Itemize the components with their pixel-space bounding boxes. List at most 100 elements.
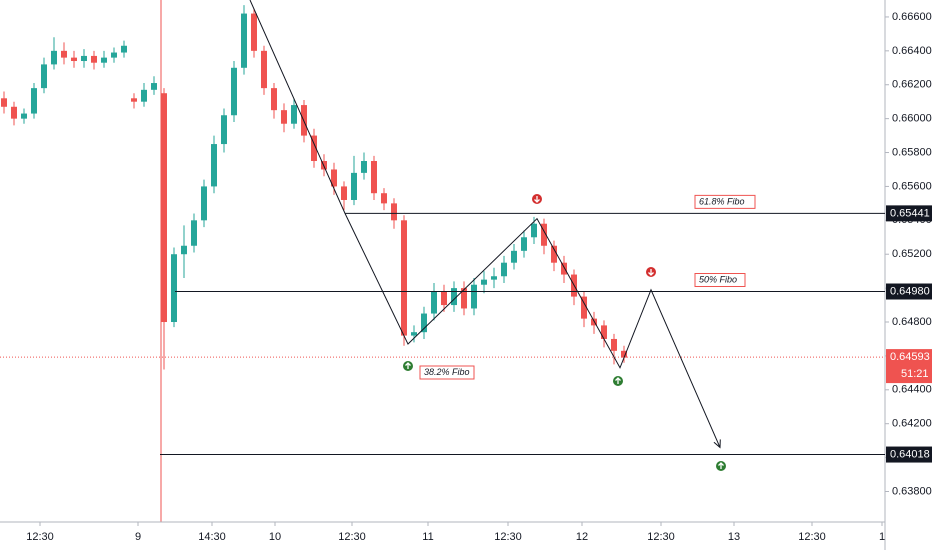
candle-body: [511, 250, 517, 263]
x-tick-label: 12:30: [26, 531, 54, 543]
fibo-label: 38.2% Fibo: [424, 367, 470, 377]
candle-body: [71, 57, 77, 62]
candle-body: [331, 169, 337, 187]
y-tick-label: 0.65800: [892, 146, 932, 158]
candle-body: [291, 105, 297, 124]
candle-body: [501, 262, 507, 277]
candle-body: [351, 172, 357, 200]
candle-body: [151, 83, 157, 90]
candle-body: [341, 186, 347, 200]
candle-body: [131, 98, 137, 102]
candle-body: [111, 52, 117, 58]
level-price-label: 0.64980: [890, 285, 930, 297]
y-tick-label: 0.65600: [892, 180, 932, 192]
candle-body: [261, 50, 267, 89]
y-tick-label: 0.64800: [892, 316, 932, 328]
y-tick-label: 0.64200: [892, 418, 932, 430]
x-tick-label: 13: [728, 531, 740, 543]
x-tick-label: 12:30: [338, 531, 366, 543]
candle-body: [221, 115, 227, 145]
x-tick-label: 14:30: [198, 531, 226, 543]
fibo-label: 61.8% Fibo: [699, 196, 745, 206]
candle-body: [81, 55, 87, 62]
candle-body: [621, 350, 627, 358]
candle-body: [21, 113, 27, 119]
candle-body: [581, 296, 587, 319]
level-price-box: [886, 446, 932, 463]
y-tick-label: 0.64400: [892, 384, 932, 396]
candle-body: [441, 291, 447, 306]
current-price-box: [886, 349, 932, 384]
candle-body: [611, 338, 617, 351]
candle-body: [491, 276, 497, 280]
candle-body: [231, 67, 237, 116]
y-tick-label: 0.66600: [892, 11, 932, 23]
level-price-box: [886, 283, 932, 300]
level-price-label: 0.65441: [890, 207, 930, 219]
signal-icons: [403, 194, 726, 471]
candle-body: [461, 288, 467, 309]
candle-body: [361, 161, 367, 173]
candle-body: [371, 161, 377, 194]
fibo-label: 50% Fibo: [699, 274, 737, 284]
candle-body: [191, 220, 197, 246]
candle-body: [431, 291, 437, 314]
x-tick-label: 9: [135, 531, 141, 543]
fibo-label-box: [694, 273, 746, 288]
candle-body: [391, 203, 397, 221]
level-price-label: 0.64018: [890, 448, 930, 460]
candle-body: [521, 237, 527, 251]
candle-body: [251, 13, 257, 51]
x-tick-label: 11: [422, 531, 433, 543]
candle-body: [271, 88, 277, 111]
candle-body: [141, 89, 147, 102]
fibo-label-box: [419, 365, 475, 380]
y-tick-label: 0.63800: [892, 485, 932, 497]
x-tick-label: 12:30: [798, 531, 826, 543]
candle-body: [561, 262, 567, 275]
candle-body: [281, 110, 287, 124]
arrow-head: [713, 439, 721, 449]
candle-body: [451, 288, 457, 306]
candle-body: [241, 13, 247, 68]
candle-body: [471, 284, 477, 309]
candle-body: [551, 245, 557, 263]
candle-body: [91, 55, 97, 63]
candle-body: [211, 144, 217, 187]
x-tick-label: 12:30: [647, 531, 675, 543]
y-tick-label: 0.66200: [892, 79, 932, 91]
countdown-label: 51:21: [901, 368, 929, 380]
candle-body: [51, 50, 57, 65]
y-tick-label: 0.66400: [892, 45, 932, 57]
candle-body: [401, 220, 407, 336]
candle-body: [1, 98, 7, 107]
candle-body: [181, 245, 187, 255]
candle-body: [101, 57, 107, 63]
candle-body: [31, 88, 37, 114]
candle-body: [421, 313, 427, 333]
x-tick-label: 12: [576, 531, 588, 543]
candle-body: [381, 193, 387, 204]
y-tick-label: 0.66000: [892, 113, 932, 125]
candle-body: [11, 106, 17, 119]
candle-body: [311, 135, 317, 162]
candle-body: [201, 186, 207, 221]
candle-body: [601, 325, 607, 339]
candle-body: [531, 223, 537, 238]
zigzag-projection: [249, 0, 721, 448]
candle-body: [121, 45, 127, 53]
candle-body: [541, 223, 547, 246]
current-price-label: 0.64593: [890, 351, 930, 363]
candle-body: [161, 93, 167, 323]
candle-body: [41, 64, 47, 89]
x-tick-label: 10: [269, 531, 281, 543]
y-tick-label: 0.65200: [892, 248, 932, 260]
x-tick-label: 1: [879, 531, 885, 543]
candle-body: [61, 50, 67, 58]
x-tick-label: 12:30: [494, 531, 522, 543]
candle-body: [171, 254, 177, 323]
candle-body: [411, 332, 417, 336]
fibo-label-box: [694, 194, 756, 209]
candle-body: [481, 279, 487, 285]
